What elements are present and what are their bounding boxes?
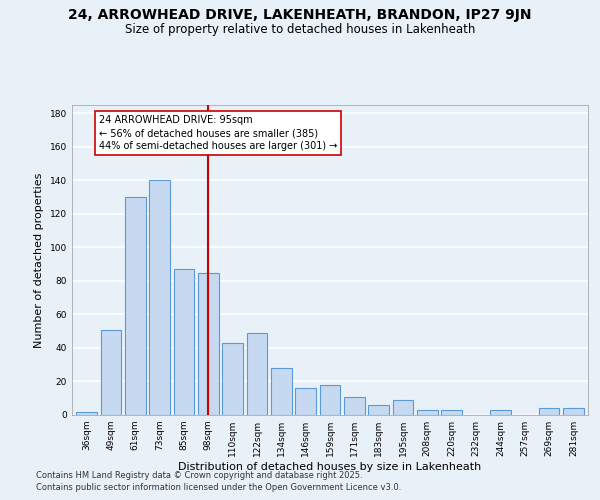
Bar <box>392 400 413 415</box>
Bar <box>101 330 121 415</box>
Text: Contains HM Land Registry data © Crown copyright and database right 2025.: Contains HM Land Registry data © Crown c… <box>36 471 362 480</box>
Bar <box>344 396 365 415</box>
Bar <box>320 385 340 415</box>
Bar <box>417 410 438 415</box>
Bar <box>198 272 218 415</box>
Bar <box>295 388 316 415</box>
Bar <box>490 410 511 415</box>
Bar <box>442 410 462 415</box>
Bar <box>125 197 146 415</box>
Bar <box>563 408 584 415</box>
Text: Contains public sector information licensed under the Open Government Licence v3: Contains public sector information licen… <box>36 484 401 492</box>
Bar <box>76 412 97 415</box>
Bar <box>271 368 292 415</box>
Text: 24 ARROWHEAD DRIVE: 95sqm
← 56% of detached houses are smaller (385)
44% of semi: 24 ARROWHEAD DRIVE: 95sqm ← 56% of detac… <box>99 115 337 152</box>
Bar <box>539 408 559 415</box>
Bar <box>247 333 268 415</box>
Text: 24, ARROWHEAD DRIVE, LAKENHEATH, BRANDON, IP27 9JN: 24, ARROWHEAD DRIVE, LAKENHEATH, BRANDON… <box>68 8 532 22</box>
Bar <box>149 180 170 415</box>
X-axis label: Distribution of detached houses by size in Lakenheath: Distribution of detached houses by size … <box>178 462 482 472</box>
Bar <box>222 343 243 415</box>
Bar <box>173 269 194 415</box>
Bar <box>368 405 389 415</box>
Text: Size of property relative to detached houses in Lakenheath: Size of property relative to detached ho… <box>125 22 475 36</box>
Y-axis label: Number of detached properties: Number of detached properties <box>34 172 44 348</box>
